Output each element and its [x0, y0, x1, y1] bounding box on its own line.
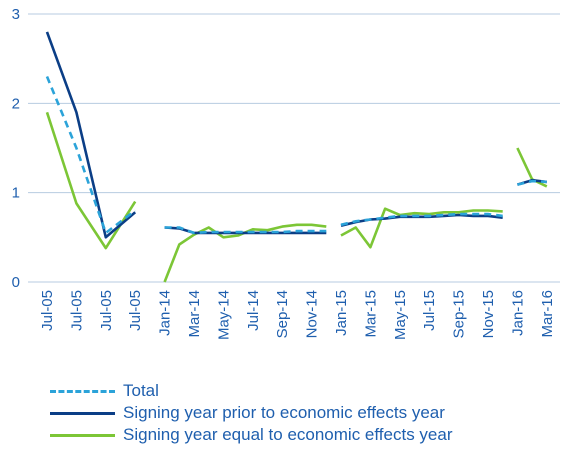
x-tick-label-9: Nov-14 — [304, 290, 321, 338]
y-tick-label-0: 0 — [12, 274, 20, 291]
legend-item-equal: Signing year equal to economic effects y… — [50, 424, 453, 446]
legend-label-total: Total — [123, 381, 159, 400]
legend-label-prior: Signing year prior to economic effects y… — [123, 403, 445, 422]
x-tick-label-14: Sep-15 — [451, 290, 468, 338]
y-axis-ticks: 0 1 2 3 — [12, 6, 20, 291]
x-tick-label-11: Mar-15 — [362, 290, 379, 338]
y-tick-label-1: 1 — [12, 185, 20, 202]
x-tick-label-5: Mar-14 — [186, 290, 203, 338]
legend: Total Signing year prior to economic eff… — [50, 380, 453, 446]
series-line-total-segment-2 — [340, 212, 503, 227]
x-tick-label-3: Jul-05 — [127, 290, 144, 331]
y-tick-label-3: 3 — [12, 6, 20, 23]
x-tick-label-17: Mar-16 — [539, 290, 556, 338]
x-tick-label-10: Jan-15 — [333, 290, 350, 336]
x-tick-label-6: May-14 — [215, 290, 232, 340]
legend-item-total: Total — [50, 380, 453, 402]
x-tick-label-13: Jul-15 — [421, 290, 438, 331]
series-line-total-segment-3 — [517, 179, 547, 186]
x-tick-label-8: Sep-14 — [274, 290, 291, 338]
series-line-total-segment-0 — [45, 76, 136, 235]
series-line-equal-segment-2 — [340, 207, 503, 249]
x-tick-label-7: Jul-14 — [245, 290, 262, 331]
series-lines — [45, 31, 548, 283]
x-tick-label-2: Jul-05 — [98, 290, 115, 331]
x-axis-ticks: Jul-05 Jul-05 Jul-05 Jul-05 Jan-14 Mar-14 May-… — [39, 290, 556, 340]
y-tick-label-2: 2 — [12, 95, 20, 112]
legend-swatch-equal — [50, 433, 115, 437]
series-line-prior-segment-0 — [45, 31, 137, 239]
x-tick-label-0: Jul-05 — [39, 290, 56, 331]
legend-swatch-total — [50, 389, 115, 393]
x-tick-label-15: Nov-15 — [480, 290, 497, 338]
series-line-total-segment-1 — [164, 226, 327, 235]
legend-swatch-prior — [50, 411, 115, 415]
grid-lines — [28, 13, 560, 283]
x-tick-label-12: May-15 — [392, 290, 409, 340]
legend-label-equal: Signing year equal to economic effects y… — [123, 425, 453, 444]
legend-item-prior: Signing year prior to economic effects y… — [50, 402, 453, 424]
x-tick-label-16: Jan-16 — [509, 290, 526, 336]
x-tick-label-4: Jan-14 — [157, 290, 174, 336]
x-tick-label-1: Jul-05 — [68, 290, 85, 331]
line-chart: 0 1 2 3 Jul-05 Jul-05 Jul-05 Jul-05 Jan-14 Mar-1… — [12, 6, 560, 340]
